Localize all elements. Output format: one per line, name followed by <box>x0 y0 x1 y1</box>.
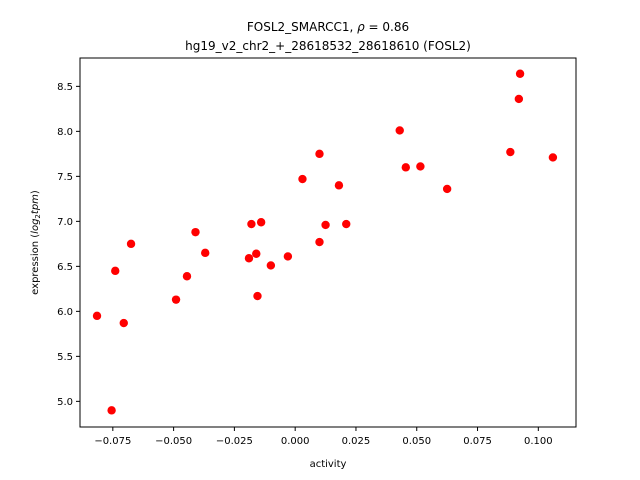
data-point-17 <box>298 174 307 184</box>
data-point-9 <box>201 248 210 258</box>
data-point-24 <box>401 163 410 172</box>
data-point-15 <box>266 261 276 270</box>
chart-title-line-2: hg19_v2_chr2_+_28618532_28618610 (FOSL2) <box>185 39 471 53</box>
data-point-11 <box>247 219 256 229</box>
x-tick-label-3: −0.025 <box>216 436 253 447</box>
y-tick-label-1: 5.0 <box>57 397 73 408</box>
data-point-30 <box>548 153 558 162</box>
data-point-7 <box>182 272 192 281</box>
data-point-29 <box>515 69 525 78</box>
plot-area <box>80 58 576 427</box>
y-tick-label-7: 8.0 <box>57 127 73 138</box>
x-tick-label-8: 0.100 <box>524 436 553 447</box>
y-tick-label-6: 7.5 <box>57 172 73 183</box>
y-axis-label: expression (log2tpm) <box>30 190 42 295</box>
data-point-19 <box>315 237 324 247</box>
data-point-2 <box>107 406 116 415</box>
data-point-16 <box>283 252 293 261</box>
data-point-3 <box>111 266 120 276</box>
y-tick-label-2: 5.5 <box>57 352 73 363</box>
data-point-20 <box>321 220 330 230</box>
data-point-8 <box>191 227 200 237</box>
x-tick-label-2: −0.050 <box>155 436 192 447</box>
data-point-26 <box>442 184 452 194</box>
plot-frame <box>79 57 577 428</box>
x-axis-ticks: −0.075 −0.050 −0.025 0.000 0.025 0.050 0.075 0.… <box>94 427 553 447</box>
data-point-14 <box>256 218 266 227</box>
x-tick-label-5: 0.025 <box>342 436 371 447</box>
x-tick-label-7: 0.075 <box>463 436 492 447</box>
data-point-4 <box>119 318 128 328</box>
chart-title-line-1: FOSL2_SMARCC1, ρ = 0.86 <box>247 20 409 34</box>
y-tick-label-8: 8.5 <box>57 82 73 93</box>
data-points <box>92 69 558 415</box>
data-point-27 <box>506 147 515 157</box>
data-point-6 <box>171 295 181 304</box>
data-point-25 <box>416 162 425 171</box>
data-point-13 <box>253 291 262 301</box>
x-tick-label-4: 0.000 <box>281 436 310 447</box>
data-point-1 <box>92 311 102 321</box>
data-point-21 <box>334 181 344 190</box>
data-point-22 <box>342 219 351 229</box>
y-axis-ticks: 5.0 5.5 6.0 6.5 7.0 7.5 8.0 8.5 <box>57 82 80 408</box>
chart-title: FOSL2_SMARCC1, ρ = 0.86 hg19_v2_chr2_+_2… <box>185 20 471 53</box>
data-point-10 <box>244 254 254 263</box>
data-point-5 <box>126 239 136 249</box>
data-point-23 <box>395 126 404 135</box>
y-tick-label-3: 6.0 <box>57 307 73 318</box>
data-point-18 <box>315 149 324 159</box>
x-axis-label: activity <box>310 459 347 470</box>
y-tick-label-5: 7.0 <box>57 217 73 228</box>
x-tick-label-6: 0.050 <box>402 436 431 447</box>
y-tick-label-4: 6.5 <box>57 262 73 273</box>
data-point-28 <box>514 94 524 104</box>
data-point-12 <box>252 249 261 258</box>
x-tick-label-1: −0.075 <box>94 436 131 447</box>
